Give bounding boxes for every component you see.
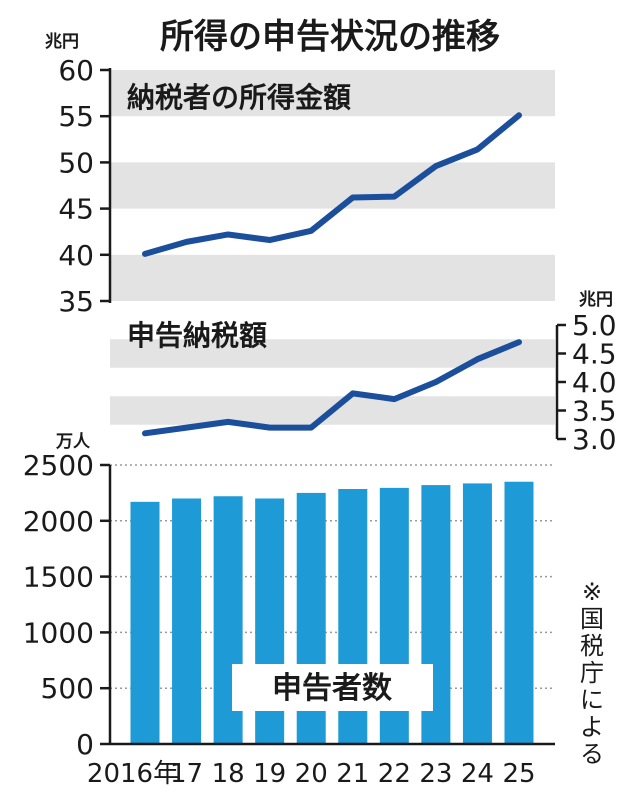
source-note-char: ※	[582, 578, 602, 606]
labels: 所得の申告状況の推移605550454035兆円納税者の所得金額5.04.54.…	[23, 17, 617, 789]
bar	[504, 481, 534, 744]
x-tick-label: 23	[419, 759, 452, 789]
tax-y-tick-label: 5.0	[572, 309, 617, 342]
tax-y-tick-label: 4.5	[572, 338, 617, 371]
bar-series-label-box	[232, 664, 433, 711]
tax-y-tick-label: 4.0	[572, 366, 617, 399]
tax-line	[142, 339, 522, 437]
x-tick-label: 2016年	[87, 759, 179, 789]
income-band	[110, 254, 555, 301]
income-y-unit: 兆円	[45, 32, 79, 52]
bar-y-tick-label: 2000	[23, 505, 94, 538]
x-tick-label: 21	[336, 759, 369, 789]
source-note-char: 国	[580, 605, 604, 633]
income-y-tick-label: 60	[58, 54, 94, 87]
axes	[100, 68, 566, 746]
bar	[130, 501, 160, 744]
source-note-char: よ	[580, 713, 604, 741]
x-tick-label: 25	[502, 759, 535, 789]
bar-series-label: 申告者数	[272, 671, 393, 706]
income-band	[110, 162, 555, 209]
tax-y-unit: 兆円	[579, 290, 613, 310]
bar	[462, 483, 492, 744]
source-note-char: る	[580, 740, 604, 768]
income-y-tick-label: 50	[58, 146, 94, 179]
bar-y-tick-label: 1000	[23, 616, 94, 649]
income-y-tick-label: 55	[58, 100, 94, 133]
x-tick-label: 22	[378, 759, 411, 789]
x-tick-label: 17	[170, 759, 203, 789]
tax-y-tick-label: 3.0	[572, 423, 617, 456]
tax-y-tick-label: 3.5	[572, 395, 617, 428]
lines	[142, 112, 522, 437]
x-tick-label: 18	[212, 759, 245, 789]
x-tick-label: 20	[295, 759, 328, 789]
income-y-tick-label: 45	[58, 193, 94, 226]
bar	[172, 498, 202, 744]
source-note-char: に	[580, 686, 604, 714]
income-band	[110, 70, 555, 117]
income-subtitle: 納税者の所得金額	[127, 81, 351, 114]
chart-title: 所得の申告状況の推移	[160, 17, 500, 57]
tax-band	[110, 339, 555, 368]
income-y-tick-label: 35	[58, 285, 94, 318]
source-note-char: 庁	[580, 659, 604, 687]
bar-y-tick-label: 0	[76, 728, 94, 761]
x-tick-label: 24	[461, 759, 494, 789]
tax-subtitle: 申告納税額	[127, 319, 267, 352]
bar-y-tick-label: 1500	[23, 561, 94, 594]
x-tick-label: 19	[253, 759, 286, 789]
source-note-char: 税	[580, 632, 604, 660]
income-y-tick-label: 40	[58, 239, 94, 272]
bar-y-unit: 万人	[55, 432, 91, 452]
bar-y-tick-label: 2500	[23, 449, 94, 482]
income-line	[142, 112, 522, 257]
bar-y-tick-label: 500	[41, 672, 94, 705]
